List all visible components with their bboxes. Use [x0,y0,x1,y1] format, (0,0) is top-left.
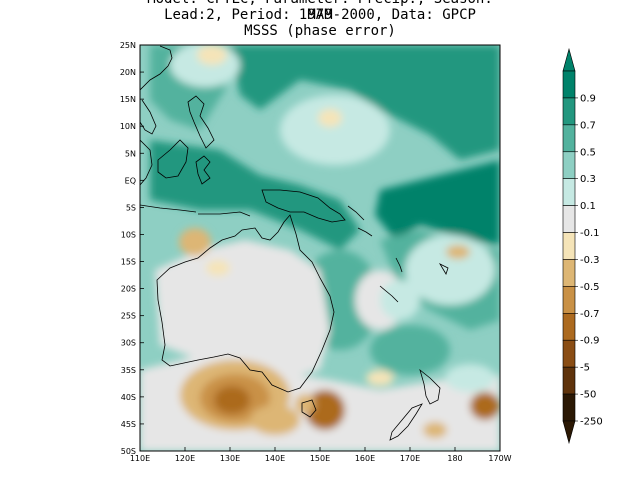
lat-tick-label: EQ [125,176,136,185]
colorbar-swatch [562,178,576,206]
colorbar-swatch [562,339,576,368]
lat-tick-label: 45S [121,420,136,429]
colorbar-tick-label: -0.3 [580,255,600,266]
colorbar-tick-label: 0.3 [580,174,596,185]
colorbar-swatch [562,205,576,233]
lon-tick-label: 160E [355,454,375,463]
skill-field [140,45,500,451]
colorbar-tick-label: -5 [580,363,590,374]
lon-tick-label: 140E [265,454,285,463]
lat-tick-label: 5S [126,203,136,212]
lat-tick-label: 20N [120,68,136,77]
colorbar-tick-label: 0.7 [580,120,596,131]
colorbar-swatch [562,97,576,126]
lon-tick-label: 130E [220,454,240,463]
lon-tick-label: 180 [447,454,462,463]
lat-tick-label: 15S [121,258,136,267]
colorbar-bottom-arrow [562,420,576,445]
colorbar-swatch [562,286,576,314]
colorbar-swatch [562,124,576,153]
lat-tick-label: 40S [121,393,136,402]
lon-tick-label: 170W [488,454,511,463]
colorbar: 0.9 0.7 0.5 0.3 0.1 -0.1 -0.3 -0.5 -0.7 -0.9 -5 -50… [562,47,603,445]
lat-tick-label: 20S [121,285,136,294]
lat-tick-label: 15N [120,95,136,104]
colorbar-tick-label: -0.9 [580,336,600,347]
colorbar-tick-label: 0.1 [580,201,596,212]
colorbar-tick-label: 0.5 [580,147,596,158]
lat-tick-label: 25N [120,41,136,50]
colorbar-swatch [562,151,576,179]
lat-tick-label: 35S [121,366,136,375]
colorbar-tick-label: 0.9 [580,93,596,104]
colorbar-top-arrow [562,47,576,72]
lat-tick-label: 10S [121,230,136,239]
longitude-axis: 110E 120E 130E 140E 150E 160E 170E 180 170W [130,447,512,463]
colorbar-tick-label: -0.5 [580,282,600,293]
colorbar-tick-label: -250 [580,417,603,428]
colorbar-swatch [562,366,576,395]
lat-tick-label: 5N [125,149,136,158]
colorbar-tick-label: -0.1 [580,228,600,239]
coastlines [140,45,449,441]
lat-tick-label: 50S [121,447,136,456]
map-title-line2: Lead:2, Period: 1979-2000, Data: GPCP [164,7,476,23]
lon-tick-label: 110E [130,454,150,463]
lon-tick-label: 150E [310,454,330,463]
colorbar-swatch [562,313,576,341]
lat-tick-label: 30S [121,339,136,348]
colorbar-swatch [562,393,576,422]
colorbar-swatch [562,259,576,287]
map-title-line1: Model: CFTLC, Parameter: Precip., Season… [147,0,493,23]
colorbar-swatch [562,232,576,260]
latitude-axis: 25N 20N 15N 10N 5N EQ 5S 10S 15S 20S 25S 30S 35S 40S 4… [120,41,144,456]
colorbar-tick-label: -0.7 [580,309,600,320]
lat-tick-label: 10N [120,122,136,131]
lon-tick-label: 120E [175,454,195,463]
map-title-line3: MSSS (phase error) [244,23,396,39]
lat-tick-label: 25S [121,312,136,321]
lon-tick-label: 170E [400,454,420,463]
colorbar-swatch [562,70,576,99]
colorbar-tick-label: -50 [580,390,596,401]
